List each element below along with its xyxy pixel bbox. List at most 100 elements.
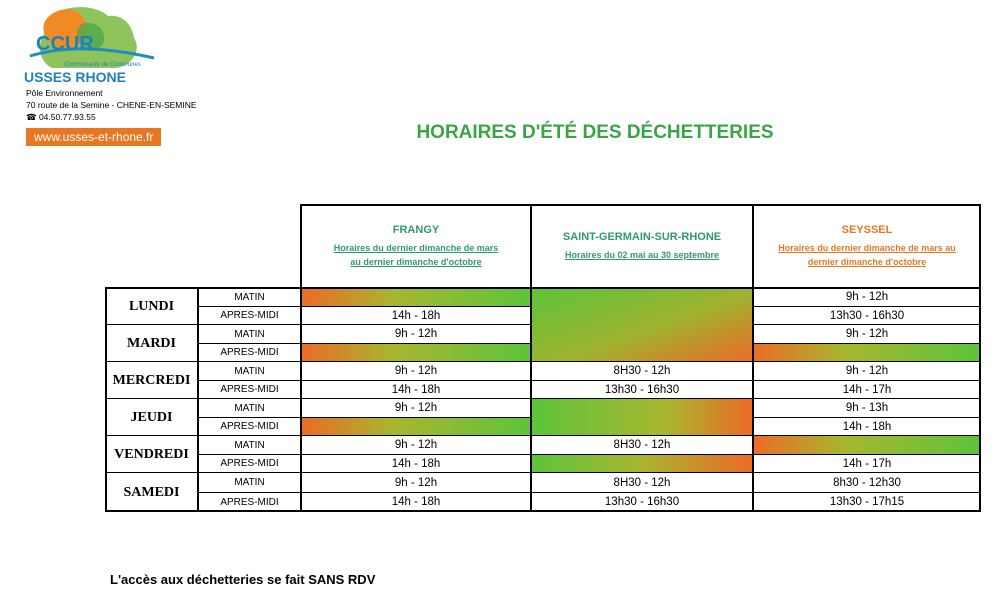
grid-line (301, 435, 531, 436)
grid-line (301, 380, 531, 381)
hours-cell: 9h - 13h (753, 399, 981, 417)
hours-cell: 14h - 18h (301, 492, 531, 512)
period-label: APRES-MIDI (220, 458, 279, 469)
hours-cell: 8h30 - 12h30 (753, 473, 981, 492)
column-name: SEYSSEL (841, 223, 893, 236)
period-label: APRES-MIDI (220, 347, 279, 358)
grid-line (105, 287, 981, 289)
logo-sub: Communauté de Communes (64, 62, 141, 68)
grid-line (531, 492, 753, 493)
logo-text: CCUR (36, 33, 94, 55)
hours-cell: 9h - 12h (753, 325, 981, 343)
website-link[interactable]: www.usses-et-rhone.fr (26, 128, 162, 146)
grid-line (531, 435, 753, 436)
closed-slot (301, 288, 531, 306)
hours-cell: 8H30 - 12h (531, 473, 753, 492)
hours-cell: 9h - 12h (301, 399, 531, 417)
hours-cell: 9h - 12h (301, 362, 531, 380)
column-period: Horaires du dernier dimanche de mars au (778, 242, 956, 253)
grid-line (105, 435, 302, 436)
grid-line (301, 492, 531, 493)
grid-line (753, 435, 981, 436)
period-label: APRES-MIDI (220, 421, 279, 432)
grid-line (300, 204, 981, 206)
grid-line (301, 472, 531, 473)
address: 70 route de la Semine - CHENE-EN-SEMINE (26, 100, 197, 110)
grid-line (105, 287, 107, 512)
hours-cell: 9h - 12h (301, 325, 531, 343)
grid-line (301, 306, 531, 307)
closed-slot (531, 399, 753, 436)
hours-cell: 13h30 - 16h30 (753, 306, 981, 325)
day-lundi: LUNDI (128, 298, 175, 314)
hours-cell: 14h - 18h (301, 454, 531, 473)
grid-line (198, 380, 301, 381)
hours-cell: 9h - 12h (301, 473, 531, 492)
header: CCUR Communauté de Communes USSES RHONE … (22, 4, 262, 154)
grid-line (301, 454, 531, 455)
period-label: MATIN (234, 439, 265, 451)
hours-cell: 9h - 12h (753, 288, 981, 306)
grid-line (753, 324, 981, 325)
period-label: APRES-MIDI (220, 310, 279, 321)
day-vendredi: VENDREDI (114, 446, 189, 462)
grid-line (301, 361, 531, 362)
column-period: au dernier dimanche d'octobre (350, 256, 482, 267)
period-label: APRES-MIDI (220, 384, 279, 395)
hours-cell: 8H30 - 12h (531, 362, 753, 380)
department: Pôle Environnement (26, 88, 103, 98)
day-mardi: MARDI (127, 335, 176, 351)
grid-line (753, 417, 981, 418)
grid-line (753, 380, 981, 381)
grid-line (300, 204, 302, 512)
grid-line (531, 380, 753, 381)
hours-cell: 13h30 - 17h15 (753, 492, 981, 512)
hours-cell: 14h - 18h (753, 417, 981, 436)
grid-line (531, 472, 753, 473)
grid-line (105, 361, 302, 362)
phone-line: ☎ 04.50.77.93.55 (26, 112, 96, 122)
grid-line (198, 492, 301, 493)
hours-cell: 14h - 17h (753, 380, 981, 399)
column-period: dernier dimanche d'octobre (807, 256, 927, 267)
hours-cell: 9h - 12h (753, 362, 981, 380)
schedule-table: FRANGY Horaires du dernier dimanche de m… (105, 204, 981, 512)
logo-name: USSES RHONE (24, 69, 126, 85)
grid-line (752, 204, 754, 512)
period-label: MATIN (234, 291, 265, 303)
hours-cell: 14h - 18h (301, 380, 531, 399)
hours-cell: 13h30 - 16h30 (531, 492, 753, 512)
grid-line (197, 287, 199, 512)
grid-line (105, 510, 981, 512)
period-label: MATIN (234, 402, 265, 414)
period-label: MATIN (234, 477, 265, 488)
closed-slot (301, 343, 531, 362)
grid-line (530, 204, 532, 512)
grid-line (531, 454, 753, 455)
hours-cell: 13h30 - 16h30 (531, 380, 753, 399)
day-mercredi: MERCREDI (112, 372, 191, 388)
hours-cell: 14h - 17h (753, 454, 981, 473)
grid-line (753, 472, 981, 473)
grid-line (753, 306, 981, 307)
grid-line (753, 398, 981, 399)
grid-line (198, 417, 301, 418)
closed-slot (301, 417, 531, 436)
grid-line (753, 454, 981, 455)
phone: 04.50.77.93.55 (38, 112, 96, 122)
period-label: MATIN (234, 365, 265, 377)
column-name: SAINT-GERMAIN-SUR-RHONE (562, 230, 722, 243)
grid-line (753, 361, 981, 362)
grid-line (105, 472, 302, 473)
grid-line (301, 343, 531, 344)
column-period: Horaires du 02 mai au 30 septembre (564, 249, 720, 260)
grid-line (105, 324, 302, 325)
grid-line (198, 343, 301, 344)
hours-cell: 14h - 18h (301, 306, 531, 325)
grid-line (753, 343, 981, 344)
period-label: MATIN (234, 328, 265, 340)
grid-line (531, 361, 753, 362)
grid-line (105, 398, 302, 399)
column-name: FRANGY (392, 223, 440, 236)
hours-cell: 8H30 - 12h (531, 436, 753, 454)
